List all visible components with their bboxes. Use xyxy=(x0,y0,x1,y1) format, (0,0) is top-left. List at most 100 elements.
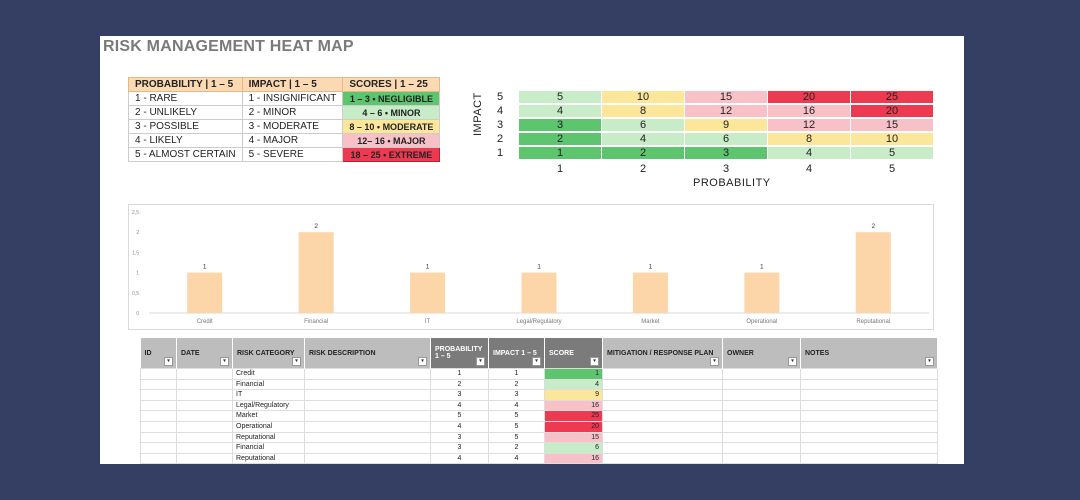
probability-cell[interactable]: 3 xyxy=(430,442,489,454)
probability-cell[interactable]: 4 xyxy=(430,420,489,433)
category-cell[interactable]: Reputational xyxy=(232,452,305,464)
mitigation-cell[interactable] xyxy=(602,452,723,464)
category-cell[interactable]: Reputational xyxy=(232,431,305,444)
id-cell[interactable] xyxy=(140,389,177,401)
probability-cell[interactable]: 3 xyxy=(430,431,489,444)
probability-cell[interactable]: 4 xyxy=(430,399,489,412)
impact-cell[interactable]: 5 xyxy=(488,431,545,444)
description-cell[interactable] xyxy=(304,452,431,464)
date-cell[interactable] xyxy=(176,452,233,464)
mitigation-cell[interactable] xyxy=(602,431,723,444)
score-cell[interactable]: 4 xyxy=(544,378,603,391)
id-cell[interactable] xyxy=(140,431,177,444)
id-cell[interactable] xyxy=(140,452,177,464)
date-cell[interactable] xyxy=(176,410,233,422)
score-cell[interactable]: 9 xyxy=(544,389,603,401)
impact-cell[interactable]: 2 xyxy=(488,442,545,454)
owner-cell[interactable] xyxy=(722,368,801,380)
mitigation-cell[interactable] xyxy=(602,378,723,391)
notes-cell[interactable] xyxy=(800,389,938,401)
impact-cell[interactable]: 1 xyxy=(488,368,545,380)
owner-cell[interactable] xyxy=(722,452,801,464)
notes-cell[interactable] xyxy=(800,399,938,412)
score-cell[interactable]: 15 xyxy=(544,431,603,444)
impact-cell[interactable]: 5 xyxy=(488,420,545,433)
score-cell[interactable]: 25 xyxy=(544,410,603,422)
description-cell[interactable] xyxy=(304,420,431,433)
category-cell[interactable]: Market xyxy=(232,410,305,422)
notes-cell[interactable] xyxy=(800,368,938,380)
notes-cell[interactable] xyxy=(800,420,938,433)
owner-cell[interactable] xyxy=(722,420,801,433)
id-cell[interactable] xyxy=(140,378,177,391)
filter-dropdown-icon[interactable]: ▾ xyxy=(590,357,599,366)
filter-dropdown-icon[interactable]: ▾ xyxy=(292,357,301,366)
mitigation-cell[interactable] xyxy=(602,399,723,412)
id-cell[interactable] xyxy=(140,442,177,454)
owner-cell[interactable] xyxy=(722,410,801,422)
probability-cell[interactable]: 4 xyxy=(430,452,489,464)
score-cell[interactable]: 20 xyxy=(544,420,603,433)
probability-cell[interactable]: 1 xyxy=(430,368,489,380)
id-cell[interactable] xyxy=(140,420,177,433)
date-cell[interactable] xyxy=(176,399,233,412)
impact-cell[interactable]: 5 xyxy=(488,410,545,422)
score-cell[interactable]: 16 xyxy=(544,399,603,412)
filter-dropdown-icon[interactable]: ▾ xyxy=(788,357,797,366)
owner-cell[interactable] xyxy=(722,399,801,412)
date-cell[interactable] xyxy=(176,368,233,380)
category-cell[interactable]: Legal/Regulatory xyxy=(232,399,305,412)
impact-cell[interactable]: 3 xyxy=(488,389,545,401)
id-cell[interactable] xyxy=(140,368,177,380)
owner-cell[interactable] xyxy=(722,378,801,391)
impact-cell[interactable]: 4 xyxy=(488,399,545,412)
category-cell[interactable]: Financial xyxy=(232,378,305,391)
filter-dropdown-icon[interactable]: ▾ xyxy=(164,357,173,366)
owner-cell[interactable] xyxy=(722,431,801,444)
description-cell[interactable] xyxy=(304,399,431,412)
description-cell[interactable] xyxy=(304,410,431,422)
owner-cell[interactable] xyxy=(722,442,801,454)
date-cell[interactable] xyxy=(176,420,233,433)
notes-cell[interactable] xyxy=(800,442,938,454)
description-cell[interactable] xyxy=(304,431,431,444)
date-cell[interactable] xyxy=(176,442,233,454)
category-cell[interactable]: Credit xyxy=(232,368,305,380)
mitigation-cell[interactable] xyxy=(602,368,723,380)
mitigation-cell[interactable] xyxy=(602,420,723,433)
mitigation-cell[interactable] xyxy=(602,410,723,422)
mitigation-cell[interactable] xyxy=(602,442,723,454)
description-cell[interactable] xyxy=(304,368,431,380)
filter-dropdown-icon[interactable]: ▾ xyxy=(925,357,934,366)
category-cell[interactable]: IT xyxy=(232,389,305,401)
probability-cell[interactable]: 3 xyxy=(430,389,489,401)
owner-cell[interactable] xyxy=(722,389,801,401)
score-cell[interactable]: 16 xyxy=(544,452,603,464)
score-cell[interactable]: 6 xyxy=(544,442,603,454)
notes-cell[interactable] xyxy=(800,431,938,444)
id-cell[interactable] xyxy=(140,410,177,422)
id-cell[interactable] xyxy=(140,399,177,412)
description-cell[interactable] xyxy=(304,442,431,454)
score-cell[interactable]: 1 xyxy=(544,368,603,380)
probability-cell[interactable]: 2 xyxy=(430,378,489,391)
category-cell[interactable]: Operational xyxy=(232,420,305,433)
filter-dropdown-icon[interactable]: ▾ xyxy=(710,357,719,366)
notes-cell[interactable] xyxy=(800,410,938,422)
category-cell[interactable]: Financial xyxy=(232,442,305,454)
impact-cell[interactable]: 2 xyxy=(488,378,545,391)
notes-cell[interactable] xyxy=(800,378,938,391)
date-cell[interactable] xyxy=(176,378,233,391)
description-cell[interactable] xyxy=(304,389,431,401)
filter-dropdown-icon[interactable]: ▾ xyxy=(476,357,485,366)
mitigation-cell[interactable] xyxy=(602,389,723,401)
date-cell[interactable] xyxy=(176,389,233,401)
probability-cell[interactable]: 5 xyxy=(430,410,489,422)
description-cell[interactable] xyxy=(304,378,431,391)
filter-dropdown-icon[interactable]: ▾ xyxy=(418,357,427,366)
filter-dropdown-icon[interactable]: ▾ xyxy=(532,357,541,366)
date-cell[interactable] xyxy=(176,431,233,444)
impact-cell[interactable]: 4 xyxy=(488,452,545,464)
filter-dropdown-icon[interactable]: ▾ xyxy=(220,357,229,366)
notes-cell[interactable] xyxy=(800,452,938,464)
